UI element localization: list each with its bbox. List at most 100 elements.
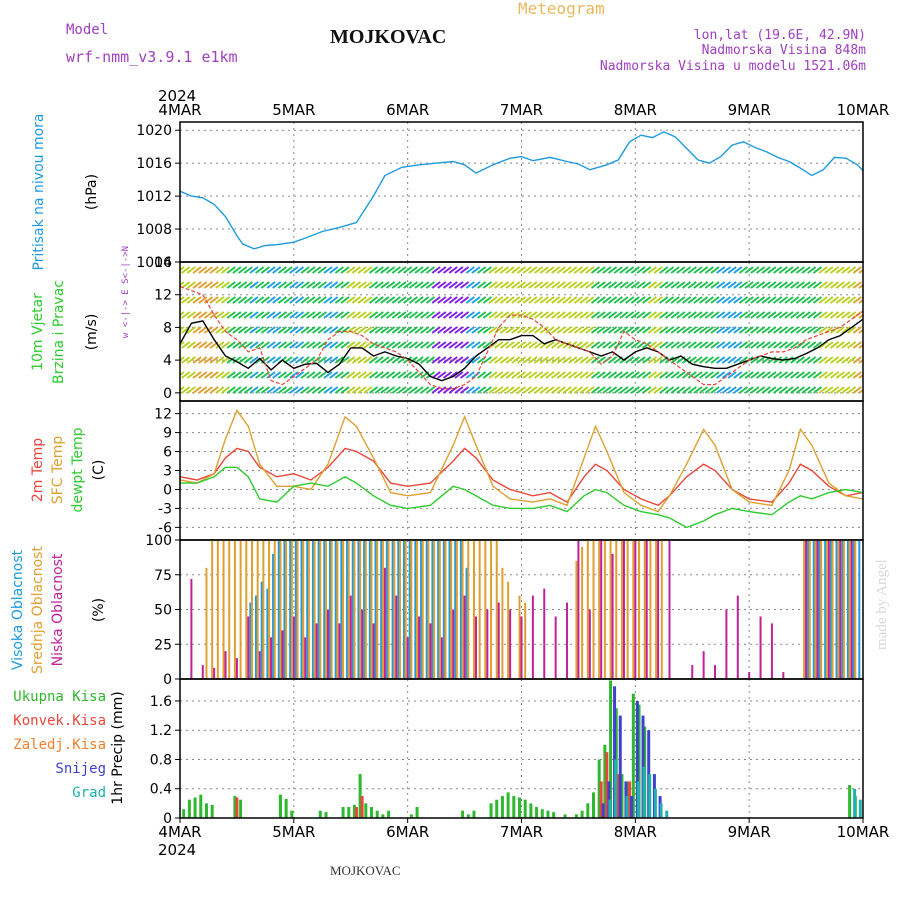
wind-arrow — [385, 311, 396, 319]
wind-arrow — [249, 296, 259, 304]
wind-arrow — [272, 266, 282, 274]
wind-arrow — [465, 386, 475, 394]
wind-arrow — [738, 386, 749, 394]
bar-niska-oblacnost — [816, 540, 819, 679]
wind-arrow — [294, 311, 305, 319]
wind-arrow — [755, 281, 766, 289]
wind-arrow — [312, 341, 322, 349]
wind-arrow — [454, 326, 464, 334]
wind-arrow — [283, 341, 293, 349]
panel-cloud: 0 25 50 75 100 Visoka Oblacnost Srednja Oblacn… — [10, 533, 864, 688]
wind-arrow — [801, 326, 811, 334]
series-line-sfc-temp — [180, 409, 863, 513]
bar-niska-oblacnost — [326, 609, 329, 679]
series-line-dewpt-temp — [180, 466, 863, 529]
wind-arrow — [568, 311, 578, 319]
wind-arrow — [744, 266, 754, 274]
xtick-label-top: 9MAR — [728, 101, 771, 119]
wind-arrow — [704, 371, 714, 379]
wind-arrow — [329, 371, 339, 379]
wind-arrow — [829, 386, 840, 394]
wind-arrow — [687, 371, 697, 379]
wind-arrow — [346, 341, 356, 349]
bar-visoka-oblacnost — [852, 540, 855, 679]
ytick-label: 1020 — [136, 123, 172, 139]
wind-arrow — [249, 281, 259, 289]
bar-ukupna-kisa — [409, 814, 413, 818]
bar-snijeg — [641, 715, 645, 818]
bar-ukupna-kisa — [603, 744, 607, 818]
wind-arrow — [454, 386, 464, 394]
wind-arrow — [255, 386, 265, 394]
wind-arrow — [852, 326, 862, 334]
yunit: (m/s) — [84, 314, 100, 351]
wind-arrow — [277, 341, 288, 349]
wind-arrow — [693, 341, 703, 349]
wind-arrow — [551, 371, 561, 379]
bar-niska-oblacnost — [611, 553, 614, 679]
wind-arrow — [186, 341, 196, 349]
bar-visoka-oblacnost — [408, 540, 411, 679]
wind-arrow — [357, 281, 367, 289]
wind-arrow — [488, 266, 498, 274]
wind-arrow — [249, 386, 259, 394]
wind-arrow — [357, 341, 367, 349]
wind-arrow — [767, 356, 777, 364]
wind-arrow — [858, 388, 863, 394]
wind-arrow — [266, 311, 276, 319]
wind-arrow — [397, 386, 407, 394]
wind-arrow — [323, 371, 333, 379]
panel-pressure: 1004 1008 1012 1016 1020 Pritisak na nivou mo… — [31, 113, 864, 271]
bar-visoka-oblacnost — [277, 540, 280, 679]
wind-arrow — [693, 311, 703, 319]
bar-visoka-oblacnost — [306, 540, 309, 679]
wind-arrow — [294, 341, 305, 349]
bar-visoka-oblacnost — [346, 540, 349, 679]
wind-arrow — [511, 296, 521, 304]
wind-arrow — [289, 296, 299, 304]
wind-arrow — [403, 311, 413, 319]
wind-arrow — [710, 296, 720, 304]
wind-arrow — [625, 266, 635, 274]
wind-arrow — [630, 311, 640, 319]
wind-arrow — [829, 281, 840, 289]
xtick-label-bottom: 4MAR — [158, 823, 201, 841]
wind-arrow — [795, 341, 805, 349]
bar-ukupna-kisa — [233, 796, 237, 818]
wind-arrow — [636, 296, 646, 304]
time-axis: 202420244MAR4MAR5MAR5MAR6MAR6MAR7MAR7MAR… — [158, 87, 889, 859]
wind-arrow — [380, 311, 390, 319]
wind-arrow — [528, 371, 538, 379]
bar-visoka-oblacnost — [289, 540, 292, 679]
wind-arrow — [220, 386, 231, 394]
wind-arrow — [835, 311, 845, 319]
wind-arrow — [431, 311, 441, 319]
wind-arrow — [385, 296, 396, 304]
bar-srednja-oblacnost — [433, 540, 436, 679]
ytick-label: 12 — [154, 288, 172, 304]
wind-arrow — [351, 341, 362, 349]
bar-snijeg — [601, 803, 605, 818]
wind-arrow — [180, 386, 185, 392]
bar-srednja-oblacnost — [307, 540, 310, 679]
wind-arrow — [773, 386, 783, 394]
wind-arrow — [602, 266, 612, 274]
wind-arrow — [255, 266, 265, 274]
wind-arrow — [391, 356, 401, 364]
wind-arrow — [642, 386, 652, 394]
ytick-label: 0 — [163, 386, 172, 402]
wind-arrow — [220, 326, 231, 334]
wind-arrow — [300, 326, 310, 334]
wind-arrow — [180, 326, 185, 332]
wind-arrow — [670, 296, 680, 304]
wind-arrow — [727, 281, 737, 289]
wind-arrow — [391, 386, 401, 394]
wind-arrow — [494, 341, 504, 349]
wind-arrow — [516, 326, 527, 334]
wind-arrow — [334, 341, 344, 349]
wind-arrow — [755, 326, 766, 334]
wind-arrow — [306, 296, 316, 304]
wind-arrow — [226, 266, 236, 274]
bar-srednja-oblacnost — [393, 540, 396, 679]
wind-arrow — [300, 386, 310, 394]
